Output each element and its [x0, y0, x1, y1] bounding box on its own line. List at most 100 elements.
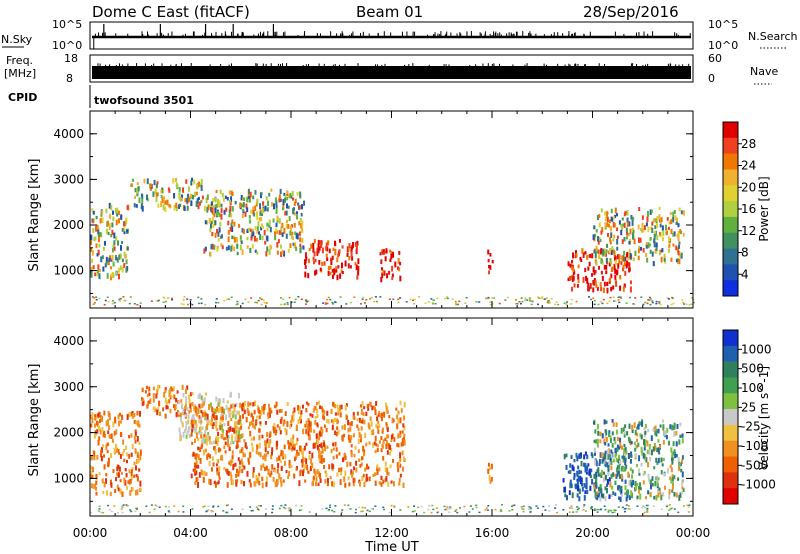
velocity-colorbar-swatch: [723, 456, 738, 473]
velocity-ground-cell: [271, 508, 274, 510]
velocity-cell: [649, 492, 652, 497]
velocity-cell: [91, 455, 94, 460]
velocity-cell: [134, 429, 137, 434]
velocity-cell: [305, 420, 308, 425]
velocity-ground-cell: [596, 511, 599, 513]
velocity-cell: [643, 439, 646, 446]
velocity-cell: [219, 448, 222, 452]
velocity-cell: [599, 439, 602, 444]
velocity-cell: [401, 440, 404, 447]
velocity-cell: [573, 472, 576, 478]
power-cell: [295, 246, 298, 251]
velocity-cell: [578, 469, 581, 475]
velocity-cell: [643, 470, 646, 475]
velocity-cell: [191, 401, 194, 407]
power-cell: [273, 231, 276, 235]
velocity-cell: [380, 482, 383, 487]
velocity-cell: [142, 397, 145, 402]
velocity-cell: [608, 461, 611, 466]
power-cell: [628, 240, 631, 245]
power-ground-cell: [541, 297, 544, 299]
velocity-cell: [256, 478, 259, 484]
velocity-cell: [203, 470, 206, 476]
velocity-cell: [309, 466, 312, 472]
power-cell: [658, 214, 661, 220]
velocity-cell: [100, 446, 103, 453]
velocity-cell: [98, 436, 101, 441]
velocity-cell: [264, 455, 267, 462]
power-cell: [658, 231, 661, 236]
velocity-cell: [275, 401, 278, 407]
velocity-cell: [136, 410, 139, 416]
velocity-cell: [596, 491, 599, 495]
velocity-cell: [305, 407, 308, 413]
velocity-cell: [630, 454, 633, 458]
velocity-cell: [666, 427, 669, 433]
velocity-cell: [340, 471, 343, 476]
velocity-cell: [368, 424, 371, 430]
velocity-cell: [385, 476, 388, 482]
velocity-cell: [217, 398, 220, 403]
velocity-cell: [634, 480, 637, 486]
power-ground-cell: [370, 296, 373, 299]
velocity-ground-cell: [536, 507, 539, 509]
power-cell: [585, 275, 588, 281]
power-ground-cell: [465, 296, 468, 299]
power-cell: [200, 184, 203, 191]
velocity-cell: [288, 442, 291, 447]
power-cell: [355, 244, 358, 250]
power-cell: [189, 196, 192, 200]
velocity-cell: [228, 411, 231, 418]
power-cell: [111, 229, 114, 236]
velocity-cell: [653, 442, 656, 447]
velocity-cell: [564, 486, 567, 493]
power-ground-cell: [549, 302, 552, 304]
velocity-ground-cell: [154, 504, 157, 506]
power-cell: [572, 252, 575, 259]
velocity-cell: [569, 482, 572, 489]
power-cell: [614, 274, 617, 280]
velocity-ground-cell: [173, 505, 176, 507]
velocity-ground-cell: [669, 508, 672, 511]
velocity-cell: [127, 480, 130, 484]
power-cell: [119, 253, 122, 259]
velocity-cell: [673, 431, 676, 437]
velocity-cell: [239, 415, 242, 422]
velocity-ground-cell: [257, 509, 260, 511]
power-cell: [626, 209, 629, 216]
velocity-cell: [597, 467, 600, 473]
power-cell: [321, 247, 324, 254]
velocity-ground-cell: [217, 505, 220, 508]
power-cell: [571, 259, 574, 264]
velocity-cell: [276, 440, 279, 447]
velocity-cell: [148, 386, 151, 392]
power-cell: [338, 249, 341, 254]
power-cell: [587, 266, 590, 271]
power-cell: [584, 267, 587, 273]
velocity-cell: [106, 450, 109, 454]
velocity-cell: [98, 472, 101, 476]
velocity-cell: [616, 467, 619, 473]
velocity-cell: [230, 479, 233, 485]
velocity-cell: [241, 461, 244, 468]
power-cell: [643, 225, 646, 230]
power-colorbar-tick: 8: [741, 246, 749, 260]
velocity-cell: [202, 476, 205, 483]
velocity-cell: [280, 481, 283, 487]
power-cell: [249, 247, 252, 253]
velocity-cell: [106, 442, 109, 446]
power-cell: [614, 255, 617, 262]
velocity-cell: [602, 471, 605, 475]
velocity-ground-cell: [686, 504, 689, 507]
velocity-cell: [562, 478, 565, 483]
velocity-cell: [594, 459, 597, 466]
power-cell: [616, 238, 619, 245]
velocity-cell: [221, 416, 224, 420]
velocity-ground-cell: [445, 508, 448, 510]
power-cell: [110, 266, 113, 270]
power-cell: [397, 258, 400, 264]
velocity-cell: [581, 482, 584, 487]
velocity-cell: [280, 449, 283, 454]
velocity-cell: [316, 414, 319, 418]
velocity-ground-cell: [646, 507, 649, 510]
